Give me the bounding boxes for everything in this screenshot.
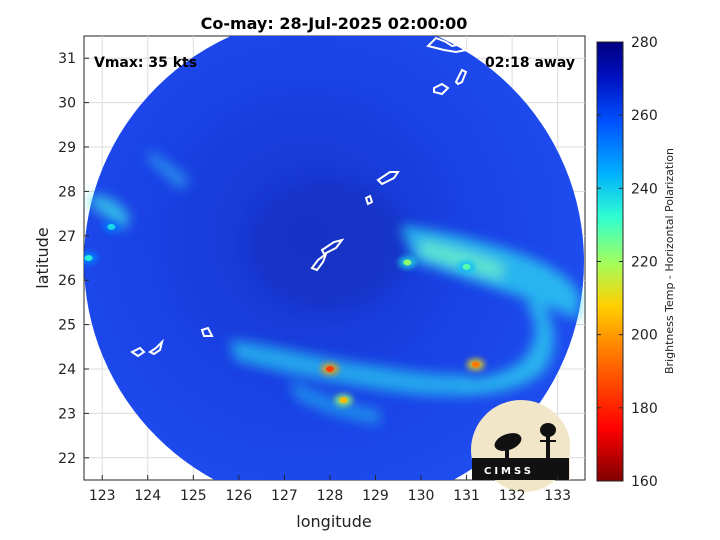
x-tick-label: 130 — [408, 488, 435, 504]
rainband-feature — [339, 397, 348, 404]
x-tick-label: 124 — [134, 488, 161, 504]
x-axis-label: longitude — [296, 512, 371, 531]
colorbar-tick-label: 240 — [631, 181, 658, 197]
rainband-feature — [325, 366, 334, 372]
x-tick-label: 131 — [453, 488, 480, 504]
chart-title: Co-may: 28-Jul-2025 02:00:00 — [201, 14, 468, 33]
y-tick-label: 26 — [58, 273, 76, 289]
x-tick-label: 128 — [317, 488, 344, 504]
x-tick-label: 123 — [89, 488, 116, 504]
colorbar-tick-label: 220 — [631, 255, 658, 271]
colorbar-ticks: 280 260 240 220 200 180 160 — [597, 35, 658, 490]
rainband-features — [84, 220, 485, 407]
y-tick-label: 25 — [58, 318, 76, 334]
time-offset-label: 02:18 away — [485, 55, 575, 71]
rainband-feature — [403, 259, 412, 266]
cimss-logo: CIMSS — [470, 399, 570, 492]
x-tick-label: 127 — [271, 488, 298, 504]
x-tick-label: 126 — [225, 488, 252, 504]
y-tick-label: 24 — [58, 362, 76, 378]
y-tick-label: 22 — [58, 451, 76, 467]
rainband — [90, 150, 580, 425]
colorbar — [596, 41, 624, 482]
y-tick-label: 30 — [58, 96, 76, 112]
y-tick-label: 27 — [58, 229, 76, 245]
rainband-feature — [84, 255, 93, 261]
y-tick-label: 28 — [58, 184, 76, 200]
vmax-label: Vmax: 35 kts — [94, 55, 197, 71]
y-tick-label: 23 — [58, 406, 76, 422]
coastlines — [130, 36, 468, 358]
x-tick-label: 125 — [180, 488, 207, 504]
colorbar-tick-label: 200 — [631, 328, 658, 344]
y-tick-labels: 22 23 24 25 26 27 28 29 30 31 — [58, 51, 89, 467]
y-tick-label: 31 — [58, 51, 76, 67]
x-tick-label: 132 — [499, 488, 526, 504]
y-tick-label: 29 — [58, 140, 76, 156]
logo-text: CIMSS — [484, 466, 534, 477]
colorbar-tick-label: 160 — [631, 474, 658, 490]
rainband-feature — [471, 361, 480, 368]
x-tick-label: 129 — [362, 488, 389, 504]
rainband-feature — [107, 223, 116, 230]
colorbar-label: Brightness Temp - Horizontal Polarizatio… — [663, 148, 676, 374]
rainband-feature — [462, 263, 471, 270]
colorbar-tick-label: 260 — [631, 108, 658, 124]
y-axis-label: latitude — [33, 227, 52, 288]
x-tick-labels: 123 124 125 126 127 128 129 130 131 132 133 — [89, 475, 571, 504]
colorbar-tick-label: 280 — [631, 35, 658, 51]
colorbar-tick-label: 180 — [631, 401, 658, 417]
x-tick-label: 133 — [544, 488, 571, 504]
